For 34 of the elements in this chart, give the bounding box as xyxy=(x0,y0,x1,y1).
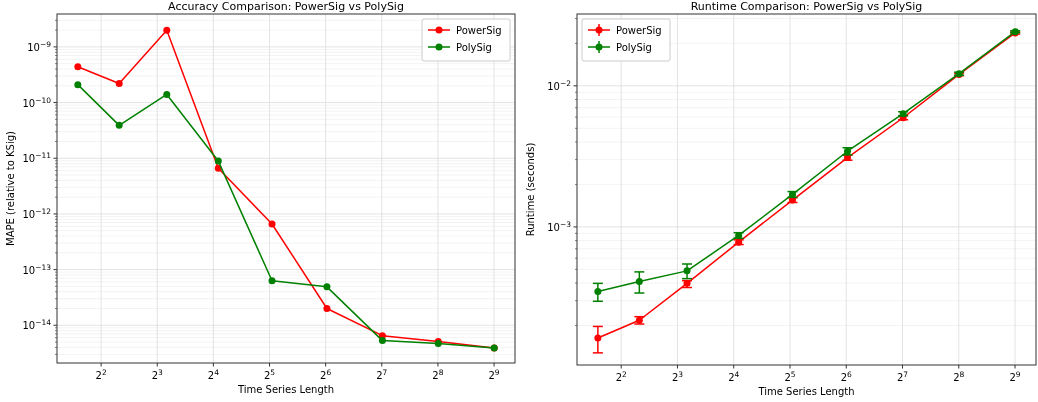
y-tick-label: 10$^{−14}$ xyxy=(22,317,52,332)
x-tick-label: 2$^{8}$ xyxy=(432,367,444,381)
y-tick-label: 10$^{−13}$ xyxy=(22,262,52,276)
x-tick-label: 2$^{4}$ xyxy=(728,369,740,383)
y-tick-label: 10$^{−2}$ xyxy=(547,78,572,92)
x-tick-label: 2$^{3}$ xyxy=(671,369,684,383)
x-tick-label: 2$^{3}$ xyxy=(151,367,164,381)
x-tick-label: 2$^{7}$ xyxy=(376,367,388,381)
y-tick-label: 10$^{−12}$ xyxy=(22,206,52,220)
y-axis-title: Runtime (seconds) xyxy=(525,142,536,237)
y-tick-label: 10$^{−9}$ xyxy=(27,39,52,53)
legend-label: PolySig xyxy=(616,42,652,53)
y-tick-label: 10$^{−11}$ xyxy=(22,150,52,165)
y-tick-label: 10$^{−3}$ xyxy=(547,219,572,233)
x-tick-label: 2$^{5}$ xyxy=(263,367,276,381)
chart-title: Runtime Comparison: PowerSig vs PolySig xyxy=(690,0,923,13)
y-axis-title: MAPE (relative to KSig) xyxy=(5,130,16,246)
x-tick-label: 2$^{2}$ xyxy=(95,367,107,381)
x-tick-label: 2$^{6}$ xyxy=(320,367,332,381)
x-tick-label: 2$^{4}$ xyxy=(207,367,220,381)
x-tick-label: 2$^{6}$ xyxy=(840,369,853,383)
x-tick-label: 2$^{9}$ xyxy=(488,367,500,381)
x-tick-label: 2$^{7}$ xyxy=(896,369,909,383)
x-axis-title: Time Series Length xyxy=(236,384,335,395)
x-tick-label: 2$^{5}$ xyxy=(784,369,796,383)
legend-label: PolySig xyxy=(456,42,492,53)
x-tick-label: 2$^{2}$ xyxy=(615,369,628,383)
y-tick-label: 10$^{−10}$ xyxy=(22,95,52,109)
legend-label: PowerSig xyxy=(456,25,502,36)
legend-label: PowerSig xyxy=(616,25,662,36)
x-tick-label: 2$^{9}$ xyxy=(1009,369,1021,383)
chart-title: Accuracy Comparison: PowerSig vs PolySig xyxy=(168,0,404,13)
x-tick-label: 2$^{8}$ xyxy=(953,369,965,383)
x-axis-title: Time Series Length xyxy=(757,386,855,397)
